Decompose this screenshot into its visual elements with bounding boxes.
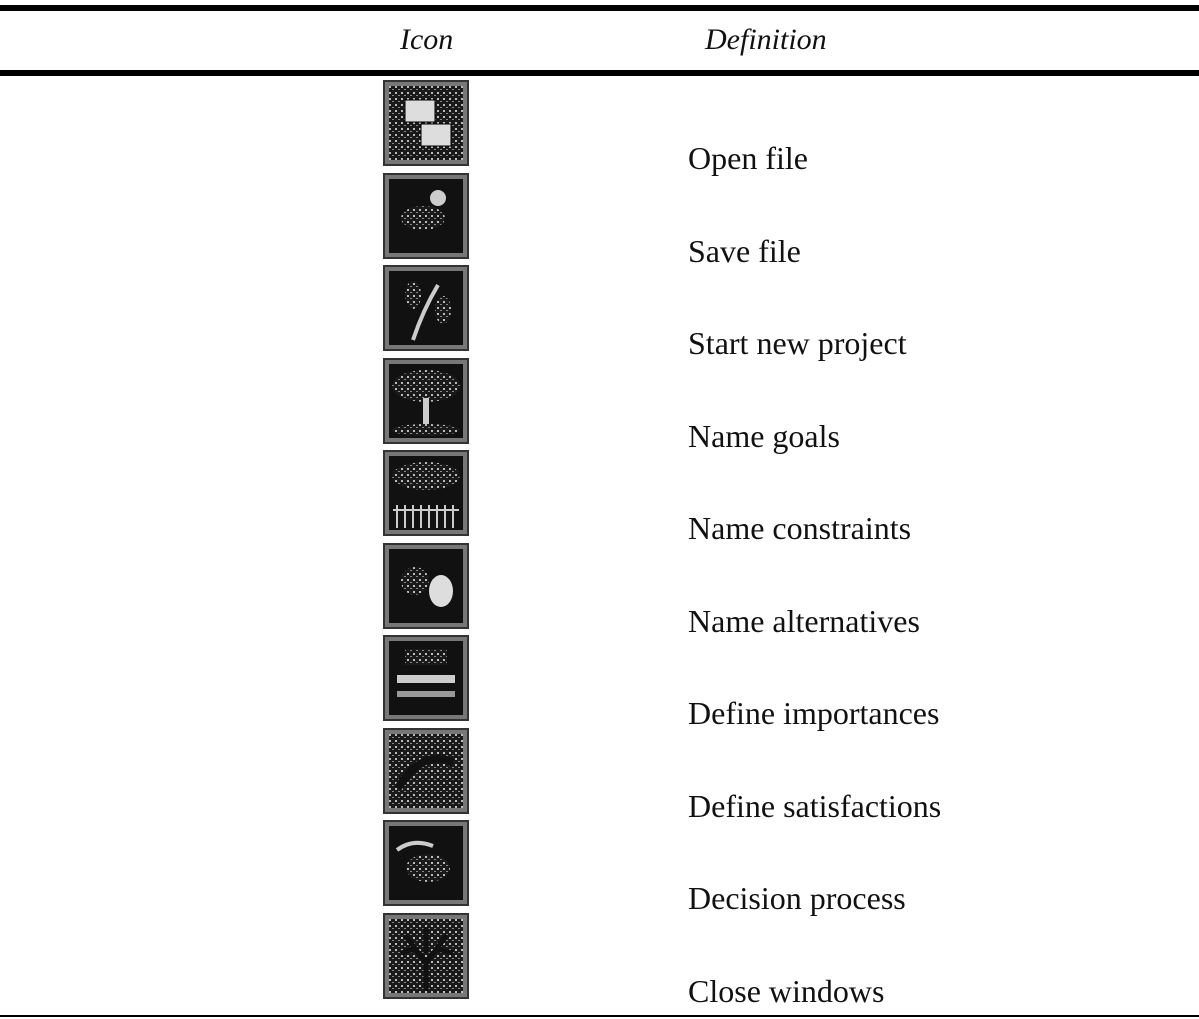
definition: Name constraints (688, 510, 912, 546)
definition: Name alternatives (688, 602, 920, 639)
top-rule (0, 5, 1199, 11)
icon (383, 820, 469, 906)
bottom-rule (0, 1015, 1199, 1017)
header-icon: Icon (400, 23, 454, 56)
icon (383, 265, 469, 351)
definition: Save file (688, 232, 801, 269)
table-row: Close windows (0, 912, 1199, 1009)
icon (383, 450, 469, 536)
icon (383, 542, 469, 629)
table-row: Save file (0, 172, 1199, 269)
definition: Define importances (688, 695, 940, 731)
icon (383, 172, 469, 259)
table-row: Open file (0, 80, 1199, 176)
icon (383, 357, 469, 444)
table-row: Name constraints (0, 450, 1199, 546)
icon (383, 635, 469, 721)
definition: Start new project (688, 325, 907, 361)
table-row: Name goals (0, 357, 1199, 454)
header-rule (0, 70, 1199, 76)
icon (383, 912, 469, 999)
definition: Decision process (688, 880, 906, 916)
table-row: Name alternatives (0, 542, 1199, 639)
table-row: Decision process (0, 820, 1199, 916)
definition: Open file (688, 140, 808, 176)
icon (383, 80, 469, 166)
definition: Close windows (688, 972, 885, 1009)
table-row: Define satisfactions (0, 727, 1199, 824)
table-row: Define importances (0, 635, 1199, 731)
definition: Name goals (688, 417, 840, 454)
icon (383, 727, 469, 814)
header-definition: Definition (705, 23, 827, 56)
table-row: Start new project (0, 265, 1199, 361)
definition: Define satisfactions (688, 787, 942, 824)
